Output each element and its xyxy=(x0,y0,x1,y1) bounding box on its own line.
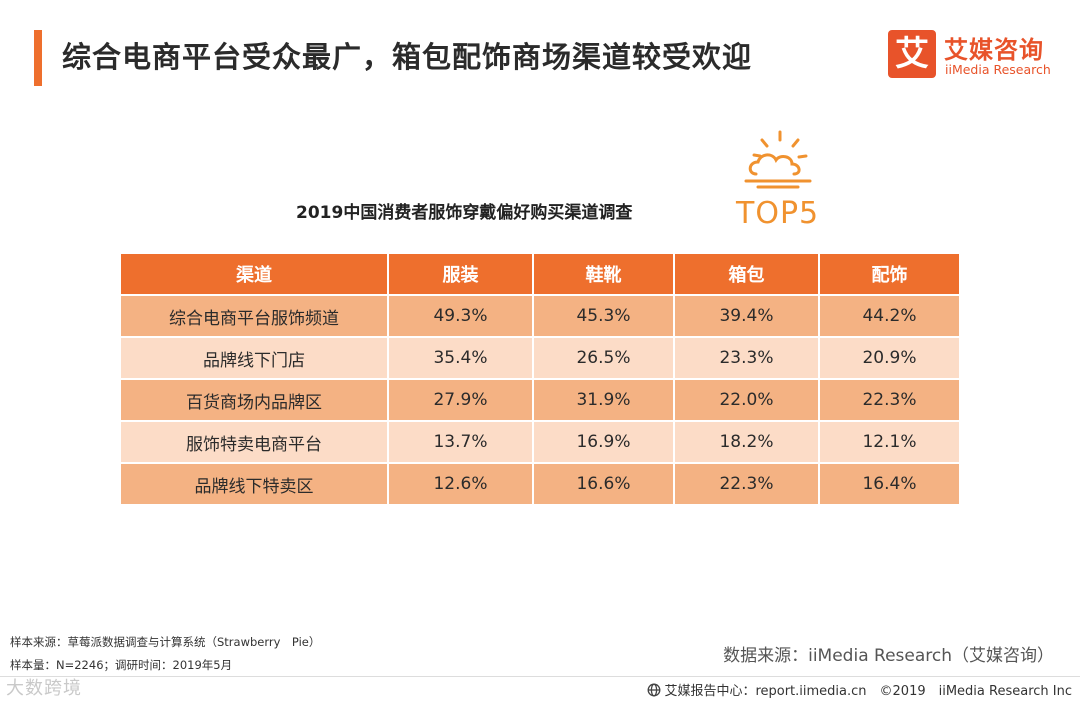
data-source: 数据来源：iiMedia Research（艾媒咨询） xyxy=(723,646,1054,666)
page-title: 综合电商平台受众最广，箱包配饰商场渠道较受欢迎 xyxy=(62,40,753,74)
value-cell: 27.9% xyxy=(389,380,534,422)
value-cell: 49.3% xyxy=(389,296,534,338)
value-cell: 18.2% xyxy=(675,422,820,464)
value-cell: 16.6% xyxy=(534,464,675,506)
survey-title: 2019中国消费者服饰穿戴偏好购买渠道调查 xyxy=(296,203,633,223)
channel-cell: 品牌线下特卖区 xyxy=(121,464,389,506)
sample-info-note: 样本量：N=2246；调研时间：2019年5月 xyxy=(10,658,233,672)
footer-divider xyxy=(0,676,1080,677)
watermark-text: 大数跨境 xyxy=(6,678,82,699)
value-cell: 12.1% xyxy=(820,422,959,464)
value-cell: 22.3% xyxy=(820,380,959,422)
channel-cell: 服饰特卖电商平台 xyxy=(121,422,389,464)
table-row: 品牌线下门店 35.4% 26.5% 23.3% 20.9% xyxy=(121,338,959,380)
table-header-row: 渠道 服装 鞋靴 箱包 配饰 xyxy=(121,254,959,296)
globe-icon xyxy=(648,683,661,697)
sun-cloud-icon xyxy=(744,130,812,189)
logo-name-cn: 艾媒咨询 xyxy=(944,36,1044,64)
table-row: 百货商场内品牌区 27.9% 31.9% 22.0% 22.3% xyxy=(121,380,959,422)
value-cell: 44.2% xyxy=(820,296,959,338)
channel-cell: 百货商场内品牌区 xyxy=(121,380,389,422)
value-cell: 22.0% xyxy=(675,380,820,422)
value-cell: 31.9% xyxy=(534,380,675,422)
header-channel: 渠道 xyxy=(121,254,389,296)
logo-mark: 艾 xyxy=(888,30,936,78)
sample-source-note: 样本来源：草莓派数据调查与计算系统（Strawberry Pie） xyxy=(10,635,321,649)
value-cell: 35.4% xyxy=(389,338,534,380)
title-accent-bar xyxy=(34,30,42,86)
logo-name-en: iiMedia Research xyxy=(945,62,1051,77)
channel-cell: 品牌线下门店 xyxy=(121,338,389,380)
value-cell: 22.3% xyxy=(675,464,820,506)
value-cell: 12.6% xyxy=(389,464,534,506)
value-cell: 45.3% xyxy=(534,296,675,338)
table-row: 综合电商平台服饰频道 49.3% 45.3% 39.4% 44.2% xyxy=(121,296,959,338)
value-cell: 23.3% xyxy=(675,338,820,380)
header-shoes: 鞋靴 xyxy=(534,254,675,296)
header-bags: 箱包 xyxy=(675,254,820,296)
table-row: 品牌线下特卖区 12.6% 16.6% 22.3% 16.4% xyxy=(121,464,959,506)
top5-label: TOP5 xyxy=(736,196,820,231)
value-cell: 26.5% xyxy=(534,338,675,380)
report-center-line: 艾媒报告中心：report.iimedia.cn ©2019 iiMedia R… xyxy=(647,680,1072,699)
iimedia-logo: 艾 艾媒咨询 iiMedia Research xyxy=(888,30,1063,82)
value-cell: 16.4% xyxy=(820,464,959,506)
header-accessories: 配饰 xyxy=(820,254,959,296)
report-center-text: 艾媒报告中心：report.iimedia.cn ©2019 iiMedia R… xyxy=(664,684,1072,699)
channel-table: 渠道 服装 鞋靴 箱包 配饰 综合电商平台服饰频道 49.3% 45.3% 39… xyxy=(121,254,959,506)
value-cell: 39.4% xyxy=(675,296,820,338)
table-row: 服饰特卖电商平台 13.7% 16.9% 18.2% 12.1% xyxy=(121,422,959,464)
value-cell: 20.9% xyxy=(820,338,959,380)
header-clothing: 服装 xyxy=(389,254,534,296)
value-cell: 13.7% xyxy=(389,422,534,464)
value-cell: 16.9% xyxy=(534,422,675,464)
channel-cell: 综合电商平台服饰频道 xyxy=(121,296,389,338)
